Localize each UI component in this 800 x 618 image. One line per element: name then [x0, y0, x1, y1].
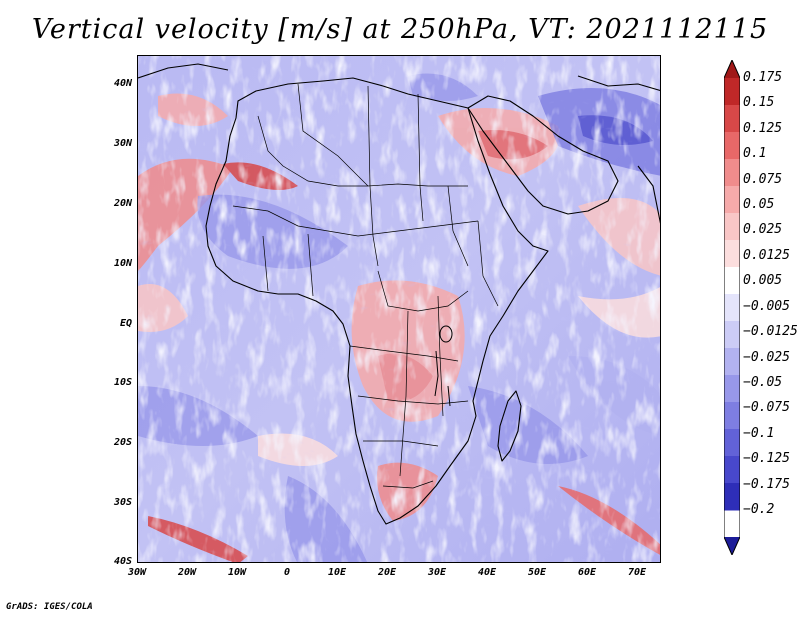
europe-coastline	[138, 63, 229, 79]
colorbar-label: −0.1	[743, 425, 775, 441]
lake-malawi	[447, 385, 451, 407]
colorbar-label: 0.175	[743, 70, 783, 85]
vertical-velocity-map	[138, 56, 660, 562]
lon-label-60e: 60E	[577, 567, 597, 578]
colorbar-swatch	[724, 483, 740, 511]
country-borders	[232, 83, 499, 489]
chart-title: Vertical velocity [m/s] at 250hPa, VT: 2…	[31, 14, 769, 45]
lon-label-10w: 10W	[227, 567, 247, 578]
colorbar-label: −0.125	[743, 451, 790, 467]
lat-label-30n: 30N	[113, 138, 132, 149]
colorbar-label: 0.075	[743, 171, 783, 187]
colorbar-swatch	[724, 78, 740, 106]
lon-label-0: 0	[283, 567, 291, 578]
lat-label-40s: 40S	[113, 556, 132, 567]
asia-coastline	[577, 75, 660, 91]
colorbar-label: 0.15	[743, 95, 775, 111]
colorbar-label: 0.025	[743, 222, 783, 238]
colorbar-swatch	[724, 132, 740, 160]
colorbar-swatch	[724, 105, 740, 133]
lat-label-10s: 10S	[113, 377, 132, 388]
colorbar-swatch-bottom	[724, 537, 740, 555]
lat-label-20s: 20S	[113, 437, 132, 448]
lat-label-10n: 10N	[113, 258, 132, 269]
grads-credit: GrADS: IGES/COLA	[6, 602, 93, 612]
lon-label-10e: 10E	[327, 567, 347, 578]
lat-label-eq: EQ	[119, 318, 132, 329]
lat-label-40n: 40N	[113, 78, 132, 89]
lon-label-40e: 40E	[477, 567, 497, 578]
colorbar-label: 0.0125	[743, 247, 790, 263]
colorbar-label: 0.1	[743, 146, 767, 162]
colorbar-swatch	[724, 375, 740, 403]
lakes	[434, 325, 453, 407]
colorbar	[724, 60, 740, 555]
colorbar-swatch	[724, 213, 740, 241]
lon-label-30e: 30E	[427, 567, 447, 578]
colorbar-label: −0.2	[743, 502, 775, 517]
colorbar-label: −0.005	[743, 298, 790, 314]
field-texture-dark	[138, 56, 660, 562]
coastlines	[138, 63, 660, 525]
lon-label-70e: 70E	[627, 567, 647, 578]
africa-coastline	[205, 77, 549, 525]
lat-label-30s: 30S	[113, 497, 132, 508]
lat-label-20n: 20N	[113, 198, 132, 209]
colorbar-swatch	[724, 186, 740, 214]
colorbar-swatch	[724, 348, 740, 376]
lon-label-30w: 30W	[127, 567, 147, 578]
colorbar-swatch	[724, 456, 740, 484]
colorbar-swatch	[724, 402, 740, 430]
colorbar-swatches	[724, 60, 740, 555]
colorbar-swatch	[724, 240, 740, 268]
colorbar-swatch	[724, 159, 740, 187]
colorbar-label: −0.05	[743, 374, 783, 390]
arabian-peninsula-coastline	[467, 95, 619, 215]
colorbar-label: −0.075	[743, 400, 790, 416]
colorbar-label: 0.125	[743, 120, 783, 136]
lake-tanganyika	[434, 350, 439, 397]
colorbar-swatch	[724, 294, 740, 322]
lake-victoria	[439, 325, 453, 343]
colorbar-swatch	[724, 321, 740, 349]
colorbar-swatch	[724, 267, 740, 295]
lon-label-20w: 20W	[177, 567, 197, 578]
lon-label-20e: 20E	[377, 567, 397, 578]
madagascar-coastline	[497, 390, 522, 462]
colorbar-label: −0.025	[743, 349, 790, 365]
lon-label-50e: 50E	[527, 567, 547, 578]
map-plot-area[interactable]	[137, 55, 661, 563]
colorbar-label: 0.05	[743, 197, 775, 213]
colorbar-label: −0.175	[743, 476, 790, 492]
colorbar-swatch	[724, 429, 740, 457]
colorbar-swatch-top	[724, 60, 740, 78]
colorbar-label: −0.0125	[743, 324, 798, 340]
india-coastline	[637, 165, 660, 224]
colorbar-label: 0.005	[743, 273, 783, 289]
